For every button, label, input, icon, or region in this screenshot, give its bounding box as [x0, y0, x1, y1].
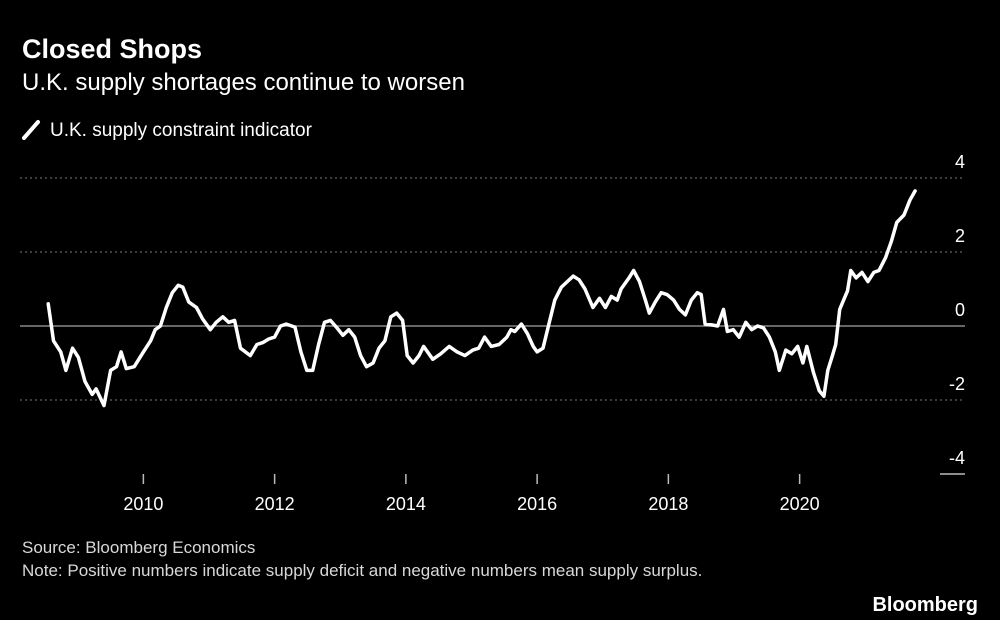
series-line: [46, 189, 917, 408]
legend-swatch: [22, 120, 40, 140]
source: Source: Bloomberg Economics: [22, 538, 256, 557]
x-tick-label: 2010: [123, 494, 163, 514]
y-tick-label: -4: [949, 448, 965, 468]
note: Note: Positive numbers indicate supply d…: [22, 561, 703, 580]
x-tick-label: 2014: [386, 494, 426, 514]
y-tick-label: -2: [949, 374, 965, 394]
brand: Bloomberg: [872, 594, 978, 616]
y-tick-label: 4: [955, 152, 965, 172]
y-tick-label: 0: [955, 300, 965, 320]
x-tick-label: 2016: [517, 494, 557, 514]
x-tick-label: 2020: [780, 494, 820, 514]
y-tick-label: 2: [955, 226, 965, 246]
chart-title: Closed Shops: [22, 34, 202, 64]
x-tick-label: 2012: [255, 494, 295, 514]
chart-subtitle: U.K. supply shortages continue to worsen: [22, 69, 465, 96]
x-tick-label: 2018: [648, 494, 688, 514]
legend-label: U.K. supply constraint indicator: [50, 120, 313, 141]
